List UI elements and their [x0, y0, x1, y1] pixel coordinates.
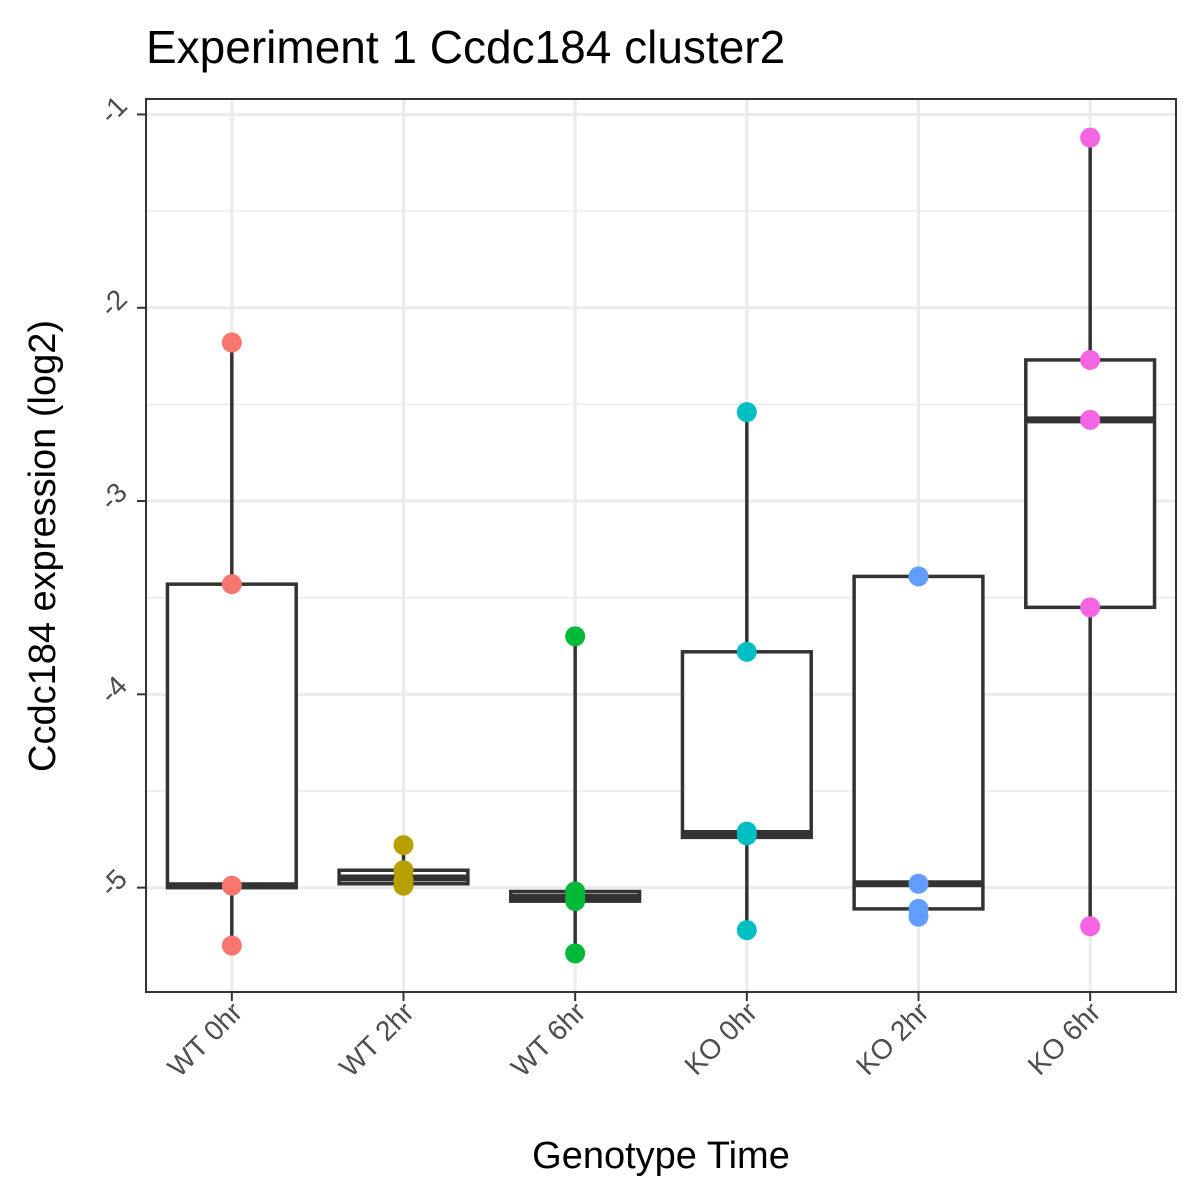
data-point	[736, 825, 757, 846]
data-point	[221, 875, 242, 896]
x-tick-label: KO 2hr	[850, 996, 935, 1081]
data-point	[908, 566, 929, 587]
y-axis: -1 -2 -3 -4 -5	[94, 90, 146, 903]
data-point	[221, 574, 242, 595]
data-point	[565, 943, 586, 964]
box-iqr	[852, 574, 985, 911]
data-point	[908, 906, 929, 927]
box-4	[852, 574, 985, 917]
box-0	[165, 342, 298, 946]
data-point	[1080, 597, 1101, 618]
data-point	[1080, 916, 1101, 937]
data-point	[393, 835, 414, 856]
x-tick-label: WT 6hr	[505, 996, 591, 1082]
grid-lines	[146, 99, 1176, 992]
x-axis: WT 0hr WT 2hr WT 6hr KO 0hr KO 2hr KO 6hr	[162, 992, 1107, 1083]
data-point	[221, 935, 242, 956]
y-axis-title: Ccdc184 expression (log2)	[22, 320, 64, 772]
y-tick-label: -5	[94, 863, 134, 903]
x-tick-label: WT 0hr	[162, 996, 248, 1082]
box-iqr	[680, 650, 813, 840]
data-point	[565, 626, 586, 647]
y-tick-label: -4	[94, 670, 134, 710]
data-point	[908, 873, 929, 894]
panel-border	[145, 98, 1177, 993]
box-3	[680, 412, 813, 931]
data-point	[1080, 409, 1101, 430]
x-tick-label: WT 2hr	[333, 996, 419, 1082]
y-tick-label: -2	[94, 283, 134, 323]
box-iqr	[1024, 358, 1157, 610]
chart-title: Experiment 1 Ccdc184 cluster2	[146, 21, 785, 73]
box-plots	[165, 137, 1157, 954]
x-tick-label: KO 6hr	[1022, 996, 1107, 1081]
data-point	[736, 402, 757, 423]
data-points	[221, 127, 1101, 964]
box-5	[1024, 137, 1157, 927]
data-point	[1080, 127, 1101, 148]
data-point	[221, 332, 242, 353]
y-tick-label: -3	[94, 477, 134, 517]
box-iqr	[165, 582, 298, 890]
x-tick-label: KO 0hr	[678, 996, 763, 1081]
y-tick-label: -1	[94, 90, 134, 130]
data-point	[736, 920, 757, 941]
data-point	[1080, 349, 1101, 370]
data-point	[736, 641, 757, 662]
data-point	[565, 891, 586, 912]
x-axis-title: Genotype Time	[532, 1135, 790, 1177]
data-point	[393, 875, 414, 896]
